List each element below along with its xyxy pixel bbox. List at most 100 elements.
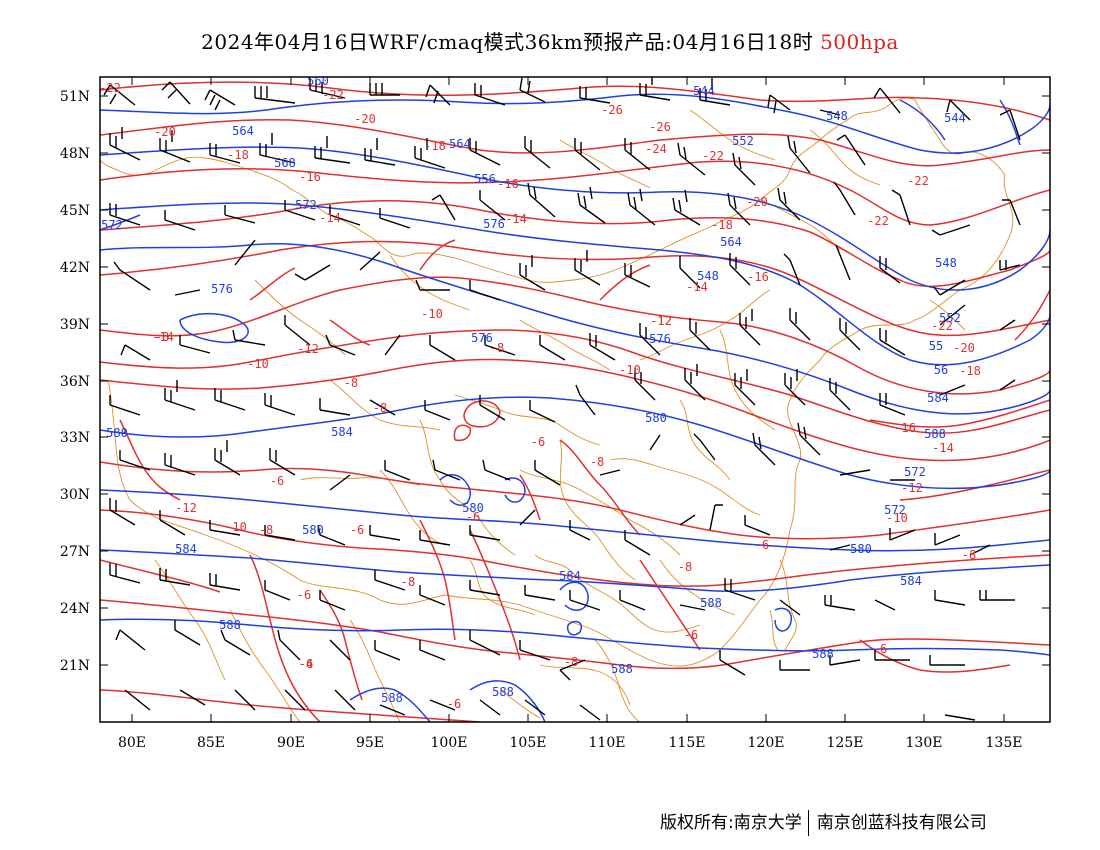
temperature-label: -8 [259,523,273,537]
geopotential-label: 588 [812,647,834,661]
temperature-label: -22 [931,319,953,333]
temperature-label: -6 [466,510,480,524]
lon-tick-label: 85E [197,735,225,751]
temperature-label: -14 [505,212,527,226]
temperature-label: -24 [645,142,667,156]
temperature-label: -22 [867,214,889,228]
lon-tick-label: 80E [118,735,146,751]
lat-tick-label: 45N [60,203,90,219]
lon-tick-label: 95E [356,735,384,751]
geopotential-label: 572 [884,503,906,517]
temperature-label: -22 [322,88,344,102]
geopotential-label: 576 [211,282,233,296]
temperature-labels: -22 -22 -20 -20 -18 -18 -16 -16 -14 -14 … [100,81,981,711]
temperature-label: -16 [894,421,916,435]
geopotential-label: 548 [935,256,957,270]
lon-tick-label: 100E [431,735,468,751]
temperature-label: -16 [747,270,769,284]
temperature-label: -6 [684,628,698,642]
geopotential-label: 576 [649,332,671,346]
geopotential-label: 588 [611,662,633,676]
longitude-axis: 80E 85E 90E 95E 100E 105E 110E 115E 120E… [118,77,1022,751]
credits: 版权所有:南京大学 南京创蓝科技有限公司 [660,808,987,836]
temperature-label: -14 [152,330,174,344]
plot-frame [99,76,1051,723]
temperature-label: -26 [601,103,623,117]
lat-tick-label: 42N [60,260,90,276]
geopotential-label: 564 [449,137,471,151]
geopotential-label: 56 [934,363,948,377]
geopotential-contours [100,93,1050,722]
geopotential-label: 548 [697,269,719,283]
geopotential-label: 564 [720,235,742,249]
pressure-level: 500hpa [820,30,899,54]
temperature-label: -12 [175,501,197,515]
temperature-label: -18 [424,139,446,153]
temperature-label: -6 [755,538,769,552]
temperature-label: -6 [297,588,311,602]
temperature-label: -8 [678,560,692,574]
lat-tick-label: 27N [60,544,90,560]
temperature-label: -20 [746,195,768,209]
temperature-label: -10 [421,307,443,321]
lat-tick-label: 48N [60,146,90,162]
temperature-label: -20 [154,125,176,139]
temperature-label: -4 [299,657,313,671]
geopotential-label: 584 [331,425,353,439]
temperature-label: -18 [959,364,981,378]
temperature-label: -20 [354,112,376,126]
lon-tick-label: 105E [510,735,547,751]
lon-tick-label: 90E [277,735,305,751]
geopotential-label: 572 [904,465,926,479]
temperature-label: -22 [907,174,929,188]
temperature-label: -14 [686,280,708,294]
temperature-label: -8 [155,330,169,344]
geopotential-label: 552 [939,311,961,325]
lat-tick-label: 21N [60,658,90,674]
geopotential-label: 588 [924,427,946,441]
title-text: 2024年04月16日WRF/cmaq模式36km预报产品:04月16日18时 [201,30,814,54]
temperature-label: -12 [901,481,923,495]
temperature-label: -26 [649,120,671,134]
geopotential-label: 568 [274,156,296,170]
geopotential-label: 584 [559,569,581,583]
temperature-label: -6 [299,657,313,671]
geopotential-label: 544 [693,84,715,98]
temperature-label: -10 [225,520,247,534]
temperature-label: -12 [297,342,319,356]
lon-tick-label: 115E [669,735,706,751]
temperature-label: -10 [619,363,641,377]
temperature-label: -18 [711,218,733,232]
geopotential-label: 588 [219,618,241,632]
plot-area: 560 544 548 544 564 552 568 564 556 572 … [99,76,1051,723]
geopotential-label: 580 [106,426,128,440]
temperature-label: -14 [319,211,341,225]
geopotential-label: 576 [483,217,505,231]
geopotential-label: 588 [492,685,514,699]
geopotential-label: 544 [944,111,966,125]
geopotential-label: 580 [302,523,324,537]
geopotential-label: 588 [700,596,722,610]
temperature-label: -10 [247,357,269,371]
geopotential-label: 584 [175,542,197,556]
temperature-label: -8 [490,341,504,355]
geopotential-label: 584 [900,574,922,588]
lat-tick-label: 30N [60,487,90,503]
lat-tick-label: 24N [60,601,90,617]
temperature-label: -6 [531,435,545,449]
geopotential-label: 580 [462,501,484,515]
geopotential-label: 588 [381,691,403,705]
credit-left: 版权所有:南京大学 [660,813,802,833]
temperature-label: -16 [497,177,519,191]
geopotential-label: 580 [645,411,667,425]
lon-tick-label: 125E [827,735,864,751]
geopotential-label: 580 [850,542,872,556]
temperature-label: -22 [702,149,724,163]
map-title: 2024年04月16日WRF/cmaq模式36km预报产品:04月16日18时 … [0,26,1100,55]
temperature-label: -8 [590,455,604,469]
temperature-label: -6 [270,474,284,488]
temperature-label: -10 [886,511,908,525]
temperature-label: -8 [373,401,387,415]
geopotential-labels: 560 544 548 544 564 552 568 564 556 572 … [101,77,966,705]
